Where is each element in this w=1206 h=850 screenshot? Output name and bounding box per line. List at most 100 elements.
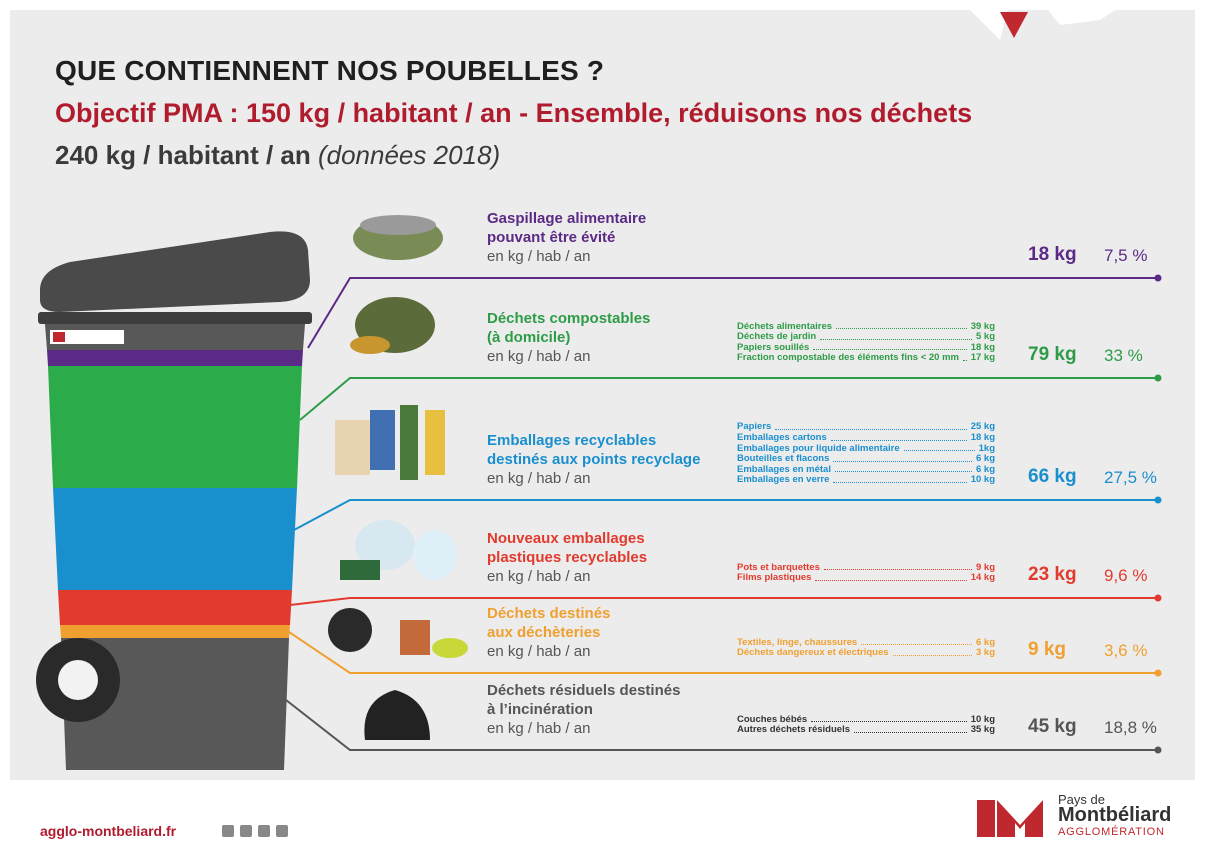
total-line: 240 kg / habitant / an (données 2018)	[55, 140, 500, 171]
row-line-dot	[1155, 595, 1162, 602]
row-name: (à domicile)	[487, 328, 650, 347]
icon-plastic	[340, 560, 380, 580]
detail-label: Fraction compostable des éléments fins <…	[737, 353, 959, 364]
detail-leader	[833, 482, 966, 483]
row-name: plastiques recyclables	[487, 548, 647, 567]
social-icon[interactable]	[276, 825, 288, 837]
icon-dechetterie	[328, 608, 372, 652]
row-name: Déchets destinés	[487, 604, 610, 623]
row-name: Emballages recyclables	[487, 431, 700, 450]
logo-text: AGGLOMÉRATION	[1058, 826, 1165, 838]
bin-rim	[38, 312, 312, 324]
row-heading: Gaspillage alimentairepouvant être évité…	[487, 209, 646, 266]
icon-packaging	[425, 410, 445, 475]
row-line	[290, 598, 1158, 605]
row-unit: en kg / hab / an	[487, 469, 700, 488]
social-icon[interactable]	[258, 825, 270, 837]
row-total: 66 kg	[1028, 466, 1077, 488]
icon-dechetterie	[432, 638, 468, 658]
row-line-dot	[1155, 497, 1162, 504]
detail-leader	[835, 471, 972, 472]
social-icon[interactable]	[240, 825, 252, 837]
details: Pots et barquettes9 kgFilms plastiques14…	[737, 563, 995, 584]
row-line	[294, 500, 1158, 530]
detail-value: 17 kg	[971, 353, 995, 364]
decor	[960, 0, 1010, 40]
detail-leader	[820, 339, 972, 340]
detail-leader	[836, 328, 967, 329]
row-line-dot	[1155, 670, 1162, 677]
row-total: 9 kg	[1028, 639, 1066, 661]
detail-line: Autres déchets résiduels 35 kg	[737, 725, 995, 736]
row-percent: 33 %	[1104, 346, 1143, 366]
row-unit: en kg / hab / an	[487, 567, 647, 586]
detail-leader	[824, 569, 972, 570]
detail-label: Autres déchets résiduels	[737, 725, 850, 736]
bin-logo-mark	[53, 332, 65, 342]
row-heading: Déchets compostables(à domicile)en kg / …	[487, 309, 650, 366]
footer-url[interactable]: agglo-montbeliard.fr	[40, 823, 176, 839]
page: {"header": {"title": "QUE CONTIENNENT NO…	[0, 0, 1206, 847]
decor-triangle	[1000, 12, 1028, 38]
row-heading: Déchets résiduels destinésà l’incinérati…	[487, 681, 680, 738]
bin-band	[53, 488, 297, 590]
row-percent: 27,5 %	[1104, 468, 1157, 488]
row-name: à l’incinération	[487, 700, 680, 719]
row-name: Gaspillage alimentaire	[487, 209, 646, 228]
detail-value: 10 kg	[971, 475, 995, 486]
row-name: aux déchèteries	[487, 623, 610, 642]
bin-band	[47, 350, 303, 366]
row-total: 18 kg	[1028, 244, 1077, 266]
row-line-dot	[1155, 375, 1162, 382]
detail-leader	[904, 450, 975, 451]
icon-dechetterie	[400, 620, 430, 655]
icon-packaging	[370, 410, 395, 470]
icon-packaging	[335, 420, 370, 475]
row-name: Nouveaux emballages	[487, 529, 647, 548]
row-name: pouvant être évité	[487, 228, 646, 247]
row-percent: 7,5 %	[1104, 246, 1147, 266]
logo-text: Montbéliard	[1058, 804, 1171, 827]
detail-value: 14 kg	[971, 573, 995, 584]
row-name: Déchets résiduels destinés	[487, 681, 680, 700]
row-heading: Déchets destinésaux déchèteriesen kg / h…	[487, 604, 610, 661]
detail-leader	[963, 360, 967, 361]
row-percent: 3,6 %	[1104, 641, 1147, 661]
social-icon[interactable]	[222, 825, 234, 837]
total: 240 kg / habitant / an	[55, 140, 311, 170]
icon-packaging	[400, 405, 418, 480]
bin-lid	[40, 231, 310, 312]
row-unit: en kg / hab / an	[487, 347, 650, 366]
detail-leader	[811, 721, 966, 722]
bin-band	[58, 590, 292, 625]
row-line-dot	[1155, 275, 1162, 282]
detail-value: 35 kg	[971, 725, 995, 736]
detail-leader	[815, 580, 966, 581]
row-name: destinés aux points recyclage	[487, 450, 700, 469]
detail-leader	[854, 732, 967, 733]
icon-residual	[364, 690, 430, 740]
row-unit: en kg / hab / an	[487, 247, 646, 266]
detail-leader	[831, 440, 967, 441]
icon-food	[360, 215, 436, 235]
row-line-dot	[1155, 747, 1162, 754]
detail-leader	[893, 655, 972, 656]
row-total: 79 kg	[1028, 344, 1077, 366]
bin-wheel-hub	[58, 660, 98, 700]
row-percent: 9,6 %	[1104, 566, 1147, 586]
detail-line: Fraction compostable des éléments fins <…	[737, 353, 995, 364]
objective: Objectif PMA : 150 kg / habitant / an - …	[55, 98, 972, 129]
title: QUE CONTIENNENT NOS POUBELLES ?	[55, 55, 604, 87]
detail-label: Films plastiques	[737, 573, 811, 584]
decor	[1040, 0, 1130, 25]
detail-leader	[833, 461, 972, 462]
logo-mark	[965, 785, 1055, 845]
detail-leader	[813, 349, 966, 350]
